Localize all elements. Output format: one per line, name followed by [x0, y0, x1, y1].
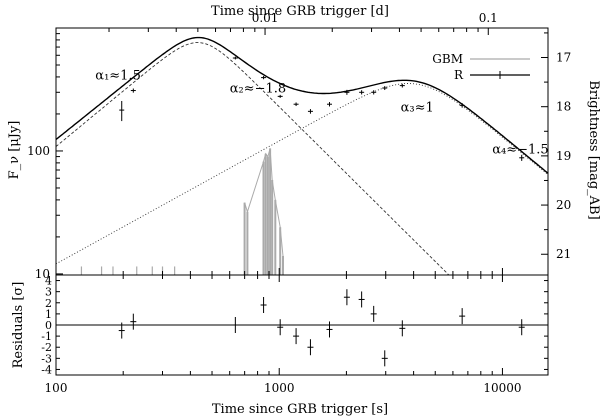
- res-tick-label: 4: [45, 275, 52, 288]
- res-tick-label: 3: [45, 286, 52, 299]
- top-tick-label: 0.01: [252, 11, 279, 25]
- annotation-slope-2: α₂≈−1.8: [230, 81, 286, 96]
- model-curves: [56, 36, 548, 275]
- res-tick-label: 2: [45, 297, 52, 310]
- residuals-axis-title: Residuals [σ]: [11, 282, 26, 369]
- mag-tick-label: 17: [556, 51, 571, 65]
- top-axis-title: Time since GRB trigger [d]: [211, 4, 389, 19]
- main-panel-frame: [55, 27, 549, 276]
- gbm-lightcurve: [80, 148, 284, 275]
- model-component-1-dashed: [56, 42, 450, 275]
- res-tick-label: 0: [45, 319, 52, 332]
- r-band-points: [119, 56, 525, 161]
- legend-label-r: R: [454, 68, 464, 82]
- mag-tick-label: 20: [556, 198, 571, 212]
- mag-tick-label: 19: [556, 149, 571, 163]
- model-total-solid: [56, 36, 548, 174]
- gbm-envelope: [244, 148, 284, 257]
- top-tick-label: 0.1: [479, 11, 498, 25]
- res-tick-label: -3: [41, 352, 52, 365]
- residual-points: [118, 289, 525, 367]
- res-tick-label: -1: [41, 330, 52, 343]
- legend: GBM R: [432, 52, 530, 82]
- gbm-spikes: [243, 148, 284, 275]
- y-tick-label: 10: [35, 267, 50, 281]
- mag-tick-label: 18: [556, 100, 571, 114]
- x-tick-label: 100: [45, 381, 68, 395]
- model-component-2-dotted: [56, 83, 548, 265]
- bottom-axis-title: Time since GRB trigger [s]: [212, 402, 388, 417]
- legend-label-gbm: GBM: [432, 52, 463, 66]
- x-tick-label: 1000: [264, 381, 295, 395]
- y-tick-label: 100: [27, 144, 50, 158]
- annotation-slope-4: α₄≈−1.5: [492, 143, 548, 158]
- res-tick-label: 1: [45, 308, 52, 321]
- annotations: α₁≈1.5 α₂≈−1.8 α₃≈1 α₄≈−1.5: [95, 69, 548, 158]
- left-axis-title: F_ν [μJy]: [7, 121, 22, 180]
- res-tick-label: -4: [41, 363, 52, 376]
- right-axis-title: Brightness [mag_AB]: [586, 80, 600, 219]
- annotation-slope-3: α₃≈1: [401, 100, 434, 115]
- x-tick-label: 10000: [483, 381, 521, 395]
- annotation-slope-1: α₁≈1.5: [95, 69, 141, 84]
- mag-tick-label: 21: [556, 247, 571, 261]
- res-tick-label: -2: [41, 341, 52, 354]
